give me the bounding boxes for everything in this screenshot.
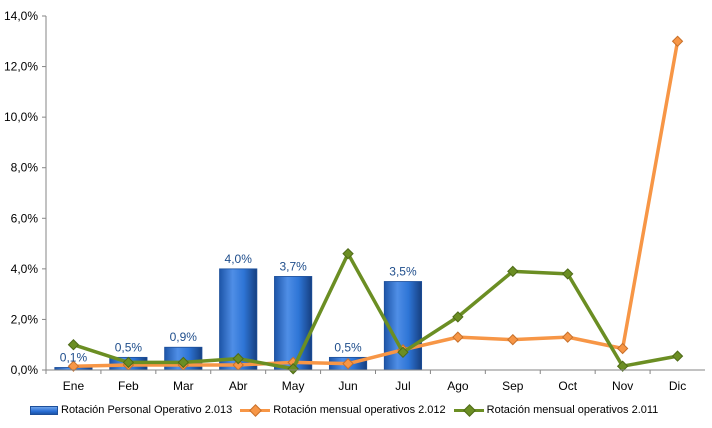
series-point xyxy=(342,247,354,260)
legend-label-2013: Rotación Personal Operativo 2.013 xyxy=(61,404,233,416)
legend-label-2012: Rotación mensual operativos 2.012 xyxy=(273,404,446,416)
x-tick-label: Sep xyxy=(502,379,524,393)
series-point xyxy=(562,331,574,343)
bar-data-label: 3,7% xyxy=(279,259,307,273)
legend-swatch-line-orange xyxy=(240,404,271,417)
legend-item-2011: Rotación mensual operativos 2.011 xyxy=(453,404,659,417)
x-tick-label: Ene xyxy=(63,379,85,393)
legend-swatch-line-green xyxy=(453,404,484,417)
series-point xyxy=(232,352,244,365)
series-point xyxy=(671,350,684,362)
x-tick-label: Jun xyxy=(338,379,357,393)
x-tick-label: Oct xyxy=(558,379,577,393)
x-tick-label: Abr xyxy=(229,379,248,393)
y-tick-label: 10,0% xyxy=(4,110,38,124)
series-point xyxy=(397,346,409,359)
legend-swatch-bar xyxy=(30,405,58,415)
series-point xyxy=(67,339,80,351)
x-tick-label: Dic xyxy=(669,379,686,393)
y-tick-label: 12,0% xyxy=(4,60,38,74)
y-tick-label: 0,0% xyxy=(11,363,39,377)
series-point xyxy=(122,356,135,369)
bar-data-label: 0,5% xyxy=(115,340,143,354)
legend-label-2011: Rotación mensual operativos 2.011 xyxy=(486,404,659,416)
series-point xyxy=(616,342,629,355)
bar-data-label: 4,0% xyxy=(225,252,253,266)
series-point xyxy=(452,311,464,323)
y-tick-label: 14,0% xyxy=(4,9,38,23)
series-point xyxy=(507,265,519,278)
series-line-2 xyxy=(72,251,678,371)
series-point xyxy=(507,333,519,346)
legend-item-2013: Rotación Personal Operativo 2.013 xyxy=(30,404,232,416)
series-point xyxy=(562,268,574,280)
chart-legend: Rotación Personal Operativo 2.013 Rotaci… xyxy=(30,401,710,419)
bar-data-label: 0,5% xyxy=(334,340,362,354)
bar-data-label: 0,9% xyxy=(170,330,198,344)
series-point xyxy=(342,357,354,370)
y-tick-label: 6,0% xyxy=(11,211,39,225)
bar-data-label: 3,5% xyxy=(389,265,417,279)
x-tick-label: Feb xyxy=(118,379,139,393)
series-point xyxy=(177,356,189,369)
series-point xyxy=(287,363,299,375)
bar xyxy=(274,276,313,371)
series-point xyxy=(671,35,684,47)
series-point xyxy=(452,331,464,343)
series-point xyxy=(616,360,629,372)
series-point xyxy=(67,360,80,372)
y-tick-label: 2,0% xyxy=(11,312,39,326)
x-tick-label: Jul xyxy=(395,379,410,393)
series-line-1 xyxy=(73,40,680,368)
x-tick-label: Ago xyxy=(447,379,469,393)
legend-item-2012: Rotación mensual operativos 2.012 xyxy=(240,404,446,417)
y-tick-label: 8,0% xyxy=(11,161,39,175)
x-tick-label: Nov xyxy=(612,379,633,393)
y-tick-label: 4,0% xyxy=(11,262,39,276)
x-tick-label: Mar xyxy=(173,379,194,393)
bar-data-label: 0,1% xyxy=(60,350,88,364)
x-tick-label: May xyxy=(282,379,305,393)
